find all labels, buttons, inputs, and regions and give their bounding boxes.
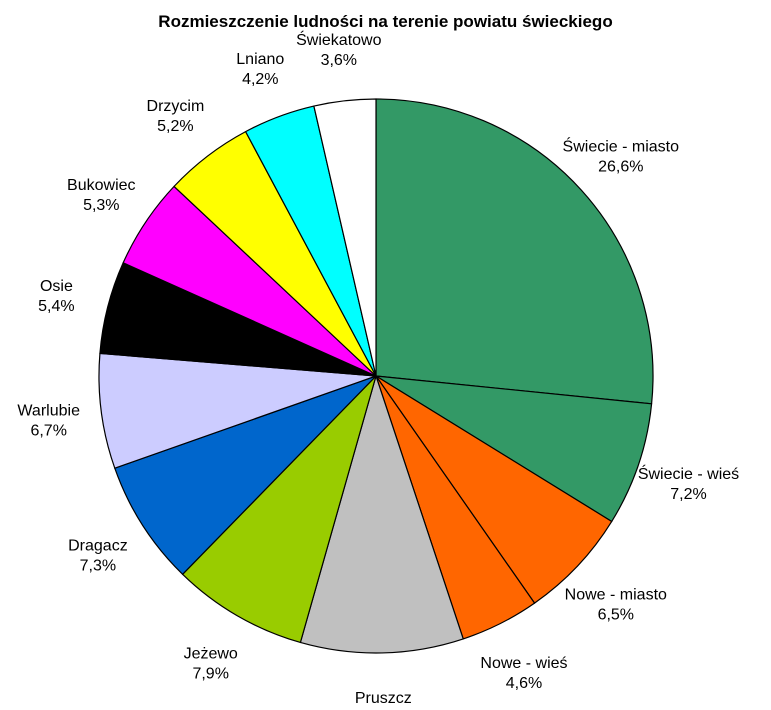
pie-slice-swiecie-wies (375, 375, 653, 523)
slice-value-nowe-miasto: 6,5% (598, 607, 634, 624)
pie-slice-pruszcz (299, 375, 464, 654)
slice-value-swiekatowo: 3,6% (321, 52, 357, 69)
slice-value-swiecie-wies: 7,2% (670, 486, 706, 503)
pie-slices (98, 98, 654, 654)
slice-label-pruszcz: Pruszcz (355, 690, 412, 707)
pie-slice-dragacz (114, 375, 377, 575)
pie-slice-swiecie-miasto (375, 98, 654, 405)
slice-label-dragacz: Dragacz (68, 538, 128, 555)
slice-label-swiecie-miasto: Świecie - miasto (563, 137, 680, 156)
pie-slice-jezewo (182, 375, 377, 644)
slice-value-lniano: 4,2% (242, 71, 278, 88)
slice-label-warlubie: Warlubie (17, 402, 80, 419)
slice-label-jezewo: Jeżewo (184, 646, 238, 663)
slice-value-drzycim: 5,2% (157, 118, 193, 135)
slice-label-swiekatowo: Świekatowo (296, 30, 381, 49)
slice-label-bukowiec: Bukowiec (67, 177, 135, 194)
chart-title: Rozmieszczenie ludności na terenie powia… (158, 12, 613, 31)
pie-slice-nowe-miasto (375, 375, 613, 604)
slice-label-nowe-wies: Nowe - wieś (480, 655, 567, 672)
slice-value-warlubie: 6,7% (30, 422, 66, 439)
slice-value-swiecie-miasto: 26,6% (598, 159, 643, 176)
pie-slice-warlubie (98, 352, 377, 469)
slice-label-osie: Osie (40, 278, 73, 295)
slice-label-drzycim: Drzycim (147, 98, 205, 115)
slice-label-swiecie-wies: Świecie - wieś (638, 464, 739, 483)
slice-value-jezewo: 7,9% (192, 666, 228, 683)
pie-labels: Świecie - miasto 26,6% Świecie - wieś 7,2% N… (17, 30, 739, 710)
slice-label-lniano: Lniano (236, 51, 284, 68)
slice-label-nowe-miasto: Nowe - miasto (565, 587, 667, 604)
slice-value-osie: 5,4% (38, 298, 74, 315)
slice-value-dragacz: 7,3% (80, 558, 116, 575)
pie-slice-swiekatowo (313, 98, 377, 377)
slice-value-nowe-wies: 4,6% (506, 675, 542, 692)
slice-value-bukowiec: 5,3% (83, 197, 119, 214)
